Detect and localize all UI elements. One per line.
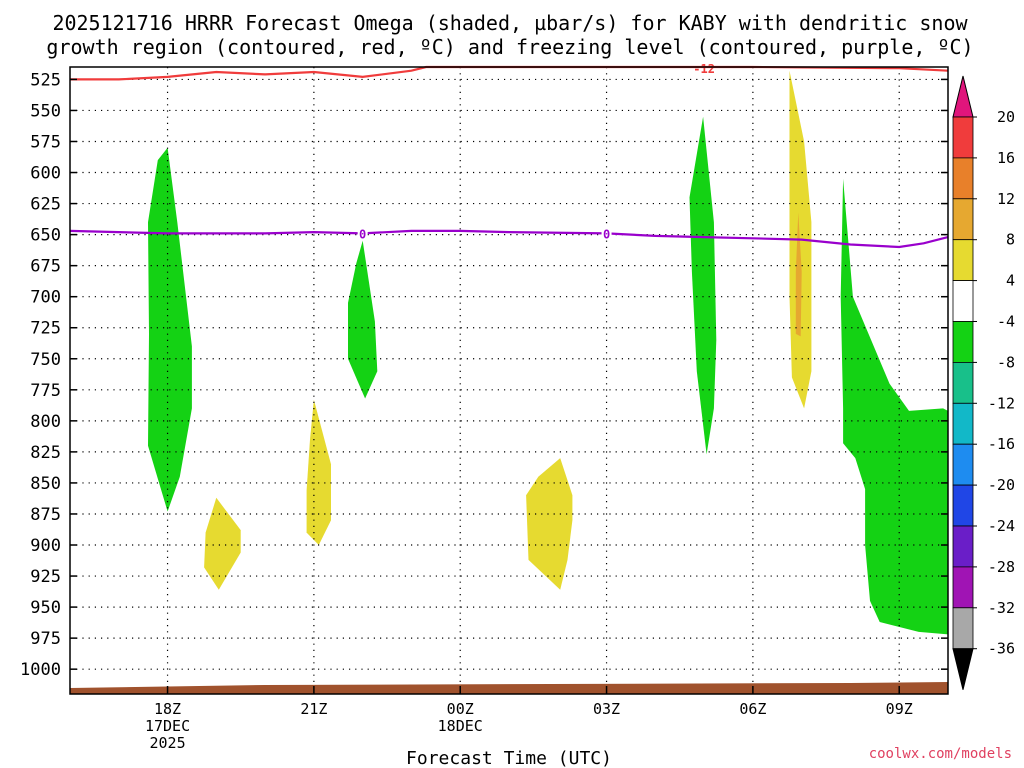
y-tick-label: 825 (30, 443, 61, 463)
x-tick-label: 06Z (739, 700, 766, 718)
y-axis-ticks: 525 550 575 600 625 650 675 700 725 750 775 800 825 8… (20, 70, 948, 680)
y-tick-label: 900 (30, 536, 61, 556)
x-tick-label: 09Z (886, 700, 913, 718)
freezing-label-bg (357, 225, 368, 241)
colorbar-bin (952, 484, 974, 527)
y-tick-label: 525 (30, 70, 61, 90)
omega-region-8 (795, 212, 802, 337)
y-tick-label: 750 (30, 350, 61, 370)
y-tick-label: 850 (30, 474, 61, 494)
colorbar-label: -32 (988, 599, 1015, 617)
dendritic-growth-line (70, 65, 949, 81)
x-tick-label: 03Z (593, 700, 620, 718)
colorbar-label: -12 (988, 394, 1015, 412)
colorbar-bin (952, 443, 974, 486)
omega-region-3 (306, 399, 331, 545)
y-tick-label: 700 (30, 288, 61, 308)
freezing-level-line (69, 229, 949, 249)
colorbar-bin (952, 321, 974, 363)
y-tick-label: 675 (30, 257, 61, 277)
colorbar-label: -20 (988, 476, 1015, 494)
y-tick-label: 1000 (20, 660, 61, 680)
y-tick-label: 625 (30, 195, 61, 215)
colorbar-label: 4 (1006, 272, 1015, 290)
x-tick-year: 2025 (149, 734, 185, 752)
y-tick-label: 975 (30, 629, 61, 649)
x-tick-date: 17DEC (145, 717, 190, 735)
colorbar-bin (952, 607, 974, 650)
colorbar-label: 12 (997, 190, 1015, 208)
colorbar-label: -16 (988, 435, 1015, 453)
colorbar-bin (952, 239, 974, 281)
y-tick-label: 650 (30, 226, 61, 246)
freezing-level-label: 0 (359, 227, 366, 241)
dendritic-growth-label: -12 (693, 62, 715, 76)
colorbar: 20 16 12 8 4 -4 -8 -12 -16 -20 -24 -28 -32 -36 (952, 75, 1015, 690)
omega-region-4 (348, 240, 378, 399)
colorbar-bottom-arrow (952, 648, 974, 690)
colorbar-bin (952, 157, 974, 200)
colorbar-bin (952, 280, 974, 322)
y-tick-label: 950 (30, 598, 61, 618)
omega-region-9 (840, 178, 948, 635)
colorbar-label: -4 (997, 313, 1015, 331)
colorbar-bin (952, 198, 974, 241)
plot-frame (69, 66, 949, 695)
x-tick-label: 18Z (154, 700, 181, 718)
x-tick-label: 00Z (447, 700, 474, 718)
chart-title-line1: 2025121716 HRRR Forecast Omega (shaded, … (52, 11, 968, 35)
y-tick-label: 550 (30, 101, 61, 121)
x-tick-date: 18DEC (438, 717, 483, 735)
grid-lines (70, 67, 948, 694)
colorbar-label: -36 (988, 640, 1015, 658)
colorbar-label: 8 (1006, 231, 1015, 249)
chart-title-line2: growth region (contoured, red, ºC) and f… (46, 35, 973, 59)
x-tick-label: 21Z (300, 700, 327, 718)
y-tick-label: 800 (30, 412, 61, 432)
colorbar-label: 16 (997, 149, 1015, 167)
omega-region-1 (148, 147, 192, 512)
colorbar-bin (952, 402, 974, 445)
colorbar-label: -8 (997, 353, 1015, 371)
omega-region-2 (204, 497, 241, 590)
freezing-level-label: 0 (603, 227, 610, 241)
colorbar-top-arrow (952, 75, 974, 118)
colorbar-bin (952, 525, 974, 568)
y-tick-label: 775 (30, 381, 61, 401)
x-axis-label: Forecast Time (UTC) (406, 748, 612, 768)
y-tick-label: 725 (30, 319, 61, 339)
colorbar-bin (952, 116, 974, 159)
contours: 0 0 -12 (69, 62, 949, 249)
colorbar-label: -24 (988, 517, 1015, 535)
colorbar-label: 20 (997, 108, 1015, 126)
colorbar-bin (952, 566, 974, 609)
omega-region-6 (689, 116, 717, 455)
colorbar-label: -28 (988, 558, 1015, 576)
terrain-fill (70, 682, 948, 694)
y-tick-label: 600 (30, 164, 61, 184)
y-tick-label: 875 (30, 505, 61, 525)
y-tick-label: 925 (30, 567, 61, 587)
colorbar-bin (952, 361, 974, 404)
freezing-label-bg (601, 225, 612, 241)
omega-region-5 (526, 458, 573, 590)
credit-text: coolwx.com/models (869, 746, 1012, 762)
y-tick-label: 575 (30, 132, 61, 152)
omega-regions (148, 70, 948, 635)
terrain (70, 682, 948, 694)
